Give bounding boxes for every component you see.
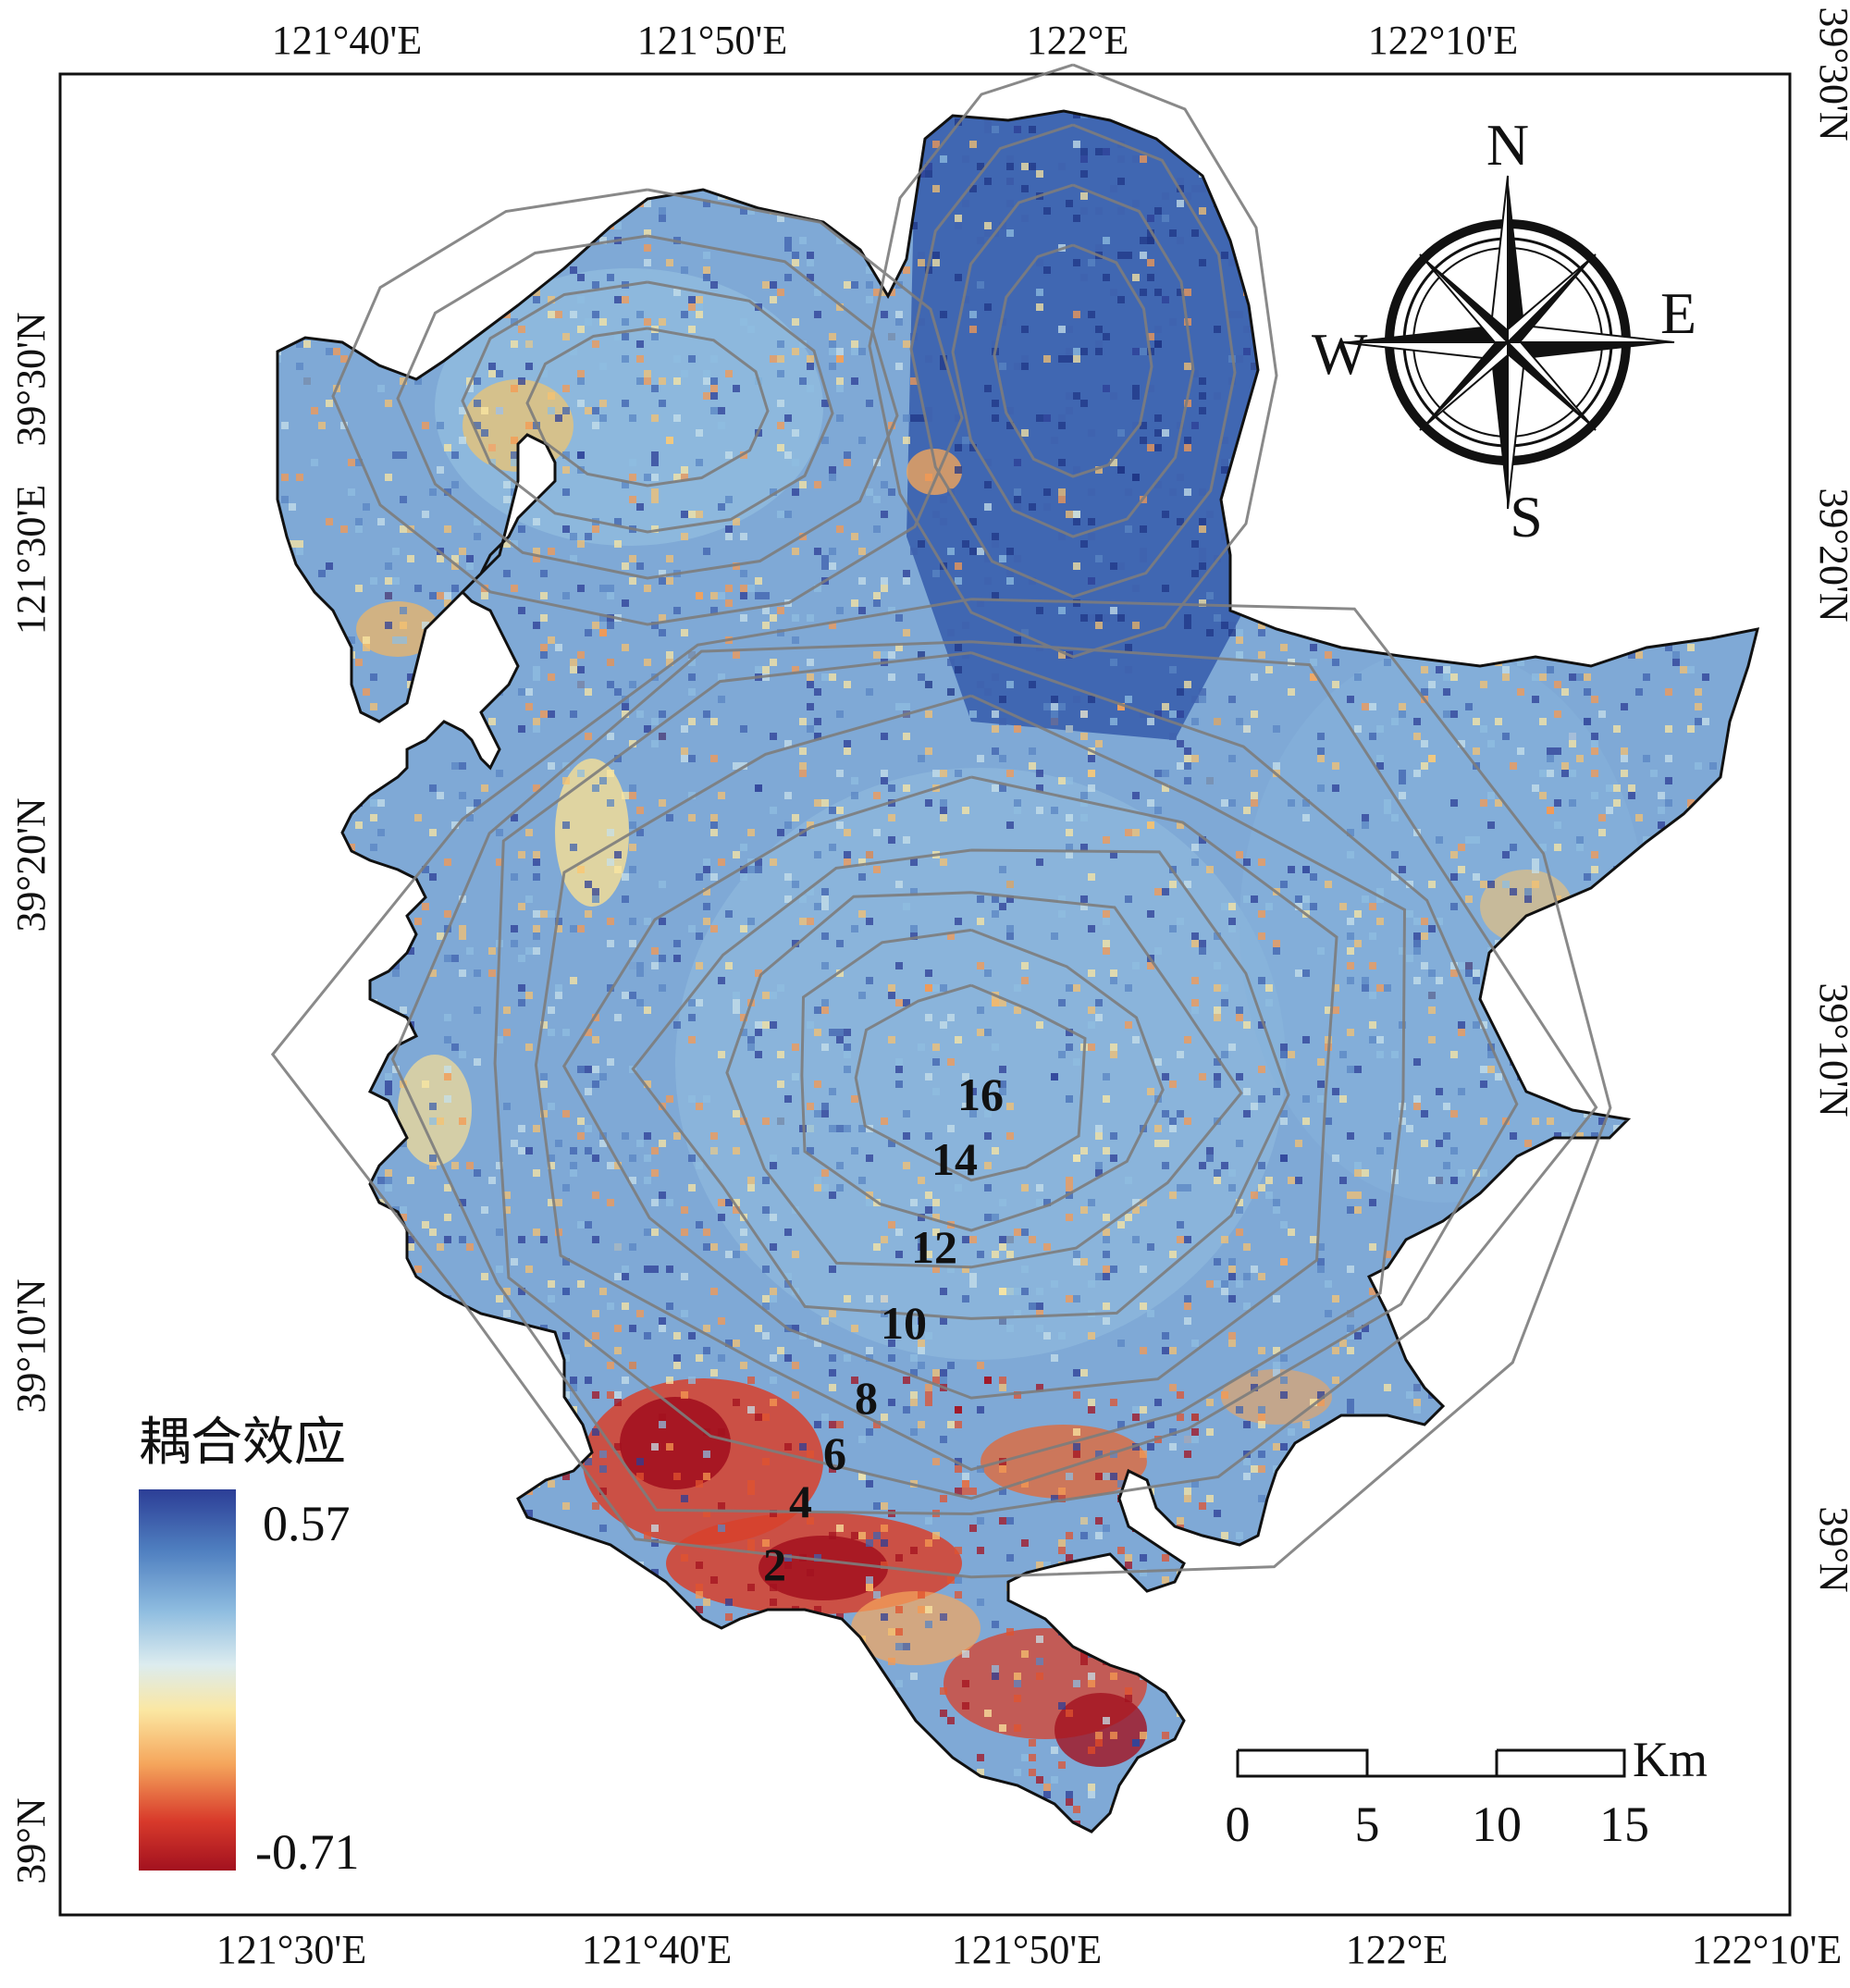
contour-label-group: 16 14 12 10 8 6 4 2 [763,1068,1004,1590]
legend-title: 耦合效应 [139,1413,346,1473]
distance-contour-line [561,775,1338,1400]
top-lon-label: 121°40'E [272,18,422,63]
left-latitude-labels: 39°30'N 121°30'E 39°20'N 39°10'N 39°N [8,312,54,1883]
left-lat-label: 39°10'N [8,1278,54,1413]
right-lat-label: 39°20'N [1811,488,1850,622]
distance-contour-line [631,848,1290,1320]
left-lat-label: 39°20'N [8,797,54,932]
distance-contour-line [800,928,1165,1232]
right-lat-label: 39°30'N [1811,6,1850,141]
compass-east-label: E [1660,280,1696,346]
left-lat-label: 39°N [8,1797,54,1883]
contour-label-4: 4 [789,1476,812,1527]
distance-contour-line [993,243,1153,478]
distance-contour-line [525,327,770,488]
bottom-lon-label: 121°50'E [952,1927,1102,1972]
compass-star-icon [1340,175,1675,510]
distance-contours [270,63,1612,1579]
contour-label-6: 6 [823,1427,846,1479]
distance-contour-line [854,983,1087,1182]
top-lon-label: 122°10'E [1368,18,1518,63]
scale-tick-label: 10 [1472,1797,1522,1852]
compass-south-label: S [1510,484,1543,549]
right-latitude-labels: 39°30'N 39°20'N 39°10'N 39°N [1811,6,1850,1592]
compass-north-label: N [1486,112,1529,178]
top-lon-label: 122°E [1027,18,1128,63]
right-lat-label: 39°10'N [1811,982,1850,1117]
top-lon-label: 121°50'E [637,18,787,63]
scale-bar [1236,1748,1626,1778]
distance-contour-line [951,183,1195,538]
bottom-lon-label: 121°40'E [582,1927,732,1972]
legend-color-ramp [139,1489,236,1871]
scale-tick-label: 0 [1226,1797,1251,1852]
north-arrow: N S E W [1312,112,1696,549]
distance-contour-line [725,891,1243,1269]
top-longitude-labels: 121°40'E 121°50'E 122°E 122°10'E [272,18,1518,63]
distance-contour-line [390,640,1598,1516]
distance-contour-line [868,63,1278,659]
bottom-lon-label: 122°10'E [1692,1927,1842,1972]
contour-label-2: 2 [763,1538,786,1590]
legend-min-label: -0.71 [255,1824,359,1880]
left-lat-label: 121°30'E [8,485,54,635]
distance-contour-line [270,598,1612,1579]
legend: 耦合效应 0.57 -0.71 [139,1413,359,1880]
contour-label-8: 8 [855,1372,878,1424]
bottom-lon-label: 121°30'E [216,1927,366,1972]
contour-label-14: 14 [931,1133,978,1185]
scale-tick-label: 5 [1355,1797,1380,1852]
contour-label-16: 16 [957,1068,1004,1120]
bottom-lon-label: 122°E [1346,1927,1448,1972]
distance-contour-line [493,651,1519,1500]
scale-bar-unit: Km [1633,1732,1708,1787]
right-lat-label: 39°N [1811,1506,1850,1592]
legend-max-label: 0.57 [263,1496,351,1551]
study-area-boundary [276,109,1760,1834]
left-lat-label: 39°30'N [8,312,54,446]
contour-label-10: 10 [881,1297,927,1349]
bottom-longitude-labels: 121°30'E 121°40'E 121°50'E 122°E 122°10'… [216,1927,1842,1972]
scale-tick-label: 15 [1599,1797,1649,1852]
distance-contour-line [461,280,834,534]
compass-west-label: W [1312,321,1368,387]
distance-contour-line [331,188,964,626]
distance-contour-line [534,694,1407,1472]
distance-contour-line [909,123,1237,599]
contour-label-12: 12 [911,1221,957,1273]
